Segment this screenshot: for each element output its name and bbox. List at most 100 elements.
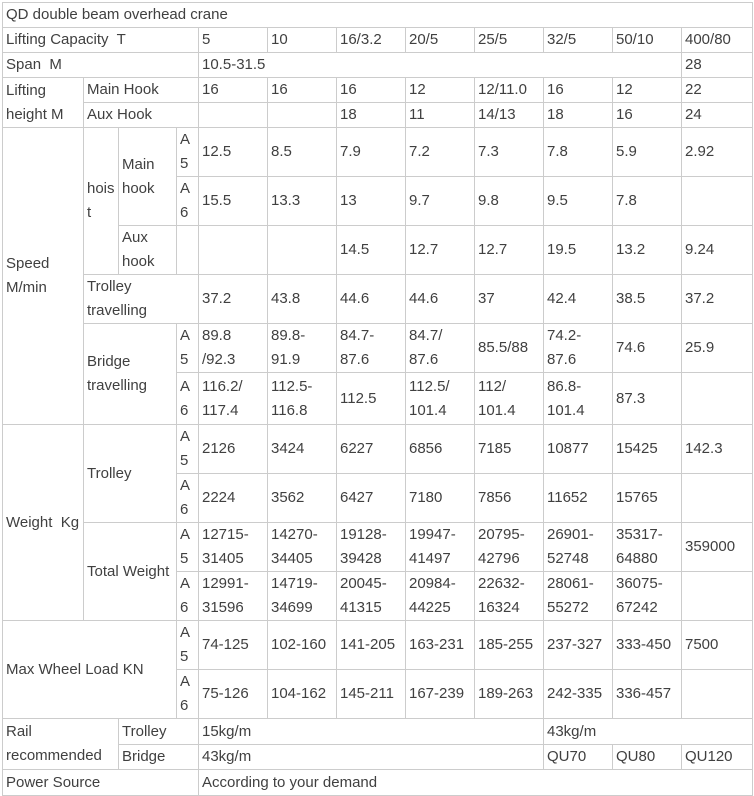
rail-qu70-cell: QU70	[543, 744, 613, 770]
speed-aux-hook-cell: 14.5	[336, 225, 406, 275]
weight-trolley-label: Trolley	[83, 424, 177, 523]
speed-aux-hook-cell	[267, 225, 337, 275]
grade-a5-label: A5	[176, 127, 199, 177]
aux-hook-cell: 24	[681, 102, 753, 128]
grade-a6-label: A6	[176, 372, 199, 425]
power-source-label: Power Source	[2, 769, 199, 796]
weight-trolley-a6-cell: 3562	[267, 473, 337, 523]
speed-main-hook-a5-cell: 7.2	[405, 127, 475, 177]
capacity-cell: 20/5	[405, 27, 475, 53]
bridge-travelling-a6-cell	[681, 372, 753, 425]
speed-main-hook-label: Main hook	[118, 127, 177, 226]
trolley-travelling-cell: 38.5	[612, 274, 682, 324]
weight-trolley-a5-cell: 142.3	[681, 424, 753, 474]
trolley-travelling-cell: 37.2	[681, 274, 753, 324]
bridge-travelling-a6-cell: 112/ 101.4	[474, 372, 544, 425]
speed-main-hook-a6-cell: 13	[336, 176, 406, 226]
grade-a6-label: A6	[176, 176, 199, 226]
main-hook-cell: 12/11.0	[474, 77, 544, 103]
speed-aux-hook-cell: 12.7	[405, 225, 475, 275]
main-hook-row-label: Main Hook	[83, 77, 199, 103]
bridge-travelling-a6-cell: 112.5	[336, 372, 406, 425]
max-wheel-load-label: Max Wheel Load KN	[2, 620, 177, 719]
lifting-height-row-label: Lifting height M	[2, 77, 84, 128]
max-wheel-a5-cell: 237-327	[543, 620, 613, 670]
hoist-label: hoist	[83, 127, 119, 275]
aux-hook-cell: 18	[336, 102, 406, 128]
bridge-travelling-label: Bridge travelling	[83, 323, 177, 425]
max-wheel-a5-cell: 7500	[681, 620, 753, 670]
total-weight-a6-cell: 36075- 67242	[612, 571, 682, 621]
max-wheel-a6-cell: 189-263	[474, 669, 544, 719]
total-weight-a5-cell: 26901- 52748	[543, 522, 613, 572]
total-weight-a5-cell: 19128- 39428	[336, 522, 406, 572]
grade-a5-label: A5	[176, 424, 199, 474]
power-source-value: According to your demand	[198, 769, 753, 796]
weight-trolley-a5-cell: 6856	[405, 424, 475, 474]
weight-trolley-a6-cell: 15765	[612, 473, 682, 523]
total-weight-a5-cell: 20795- 42796	[474, 522, 544, 572]
rail-bridge-left-cell: 43kg/m	[198, 744, 544, 770]
aux-hook-cell	[198, 102, 268, 128]
aux-hook-cell	[267, 102, 337, 128]
table-title: QD double beam overhead crane	[2, 2, 753, 28]
bridge-travelling-a6-cell: 112.5- 116.8	[267, 372, 337, 425]
main-hook-cell: 16	[198, 77, 268, 103]
max-wheel-a5-cell: 74-125	[198, 620, 268, 670]
speed-aux-hook-cell: 13.2	[612, 225, 682, 275]
bridge-travelling-a5-cell: 74.6	[612, 323, 682, 373]
speed-main-hook-a6-cell: 9.8	[474, 176, 544, 226]
grade-a6-label: A6	[176, 669, 199, 719]
weight-trolley-a6-cell: 6427	[336, 473, 406, 523]
speed-main-hook-a5-cell: 2.92	[681, 127, 753, 177]
weight-trolley-a6-cell: 7180	[405, 473, 475, 523]
trolley-travelling-label: Trolley travelling	[83, 274, 199, 324]
capacity-cell: 10	[267, 27, 337, 53]
grade-a5-label: A5	[176, 522, 199, 572]
total-weight-a6-cell: 20984- 44225	[405, 571, 475, 621]
main-hook-cell: 16	[336, 77, 406, 103]
rail-trolley-label: Trolley	[118, 718, 199, 745]
total-weight-a6-cell: 20045- 41315	[336, 571, 406, 621]
speed-aux-hook-cell: 19.5	[543, 225, 613, 275]
rail-bridge-label: Bridge	[118, 744, 199, 770]
bridge-travelling-a5-cell: 84.7/ 87.6	[405, 323, 475, 373]
weight-trolley-a6-cell	[681, 473, 753, 523]
bridge-travelling-a5-cell: 25.9	[681, 323, 753, 373]
max-wheel-a6-cell: 104-162	[267, 669, 337, 719]
weight-trolley-a5-cell: 7185	[474, 424, 544, 474]
total-weight-a5-cell: 14270- 34405	[267, 522, 337, 572]
total-weight-a5-cell: 35317- 64880	[612, 522, 682, 572]
span-row-label: Span M	[2, 52, 199, 78]
max-wheel-a5-cell: 102-160	[267, 620, 337, 670]
total-weight-a6-cell: 28061- 55272	[543, 571, 613, 621]
capacity-cell: 5	[198, 27, 268, 53]
max-wheel-a5-cell: 333-450	[612, 620, 682, 670]
speed-main-hook-a6-cell: 15.5	[198, 176, 268, 226]
weight-trolley-a5-cell: 3424	[267, 424, 337, 474]
speed-aux-hook-label: Aux hook	[118, 225, 177, 275]
total-weight-a6-cell: 12991- 31596	[198, 571, 268, 621]
bridge-travelling-a6-cell: 87.3	[612, 372, 682, 425]
max-wheel-a6-cell	[681, 669, 753, 719]
speed-main-hook-a5-cell: 7.8	[543, 127, 613, 177]
main-hook-cell: 22	[681, 77, 753, 103]
weight-trolley-a6-cell: 7856	[474, 473, 544, 523]
bridge-travelling-a6-cell: 86.8- 101.4	[543, 372, 613, 425]
total-weight-a6-cell	[681, 571, 753, 621]
bridge-travelling-a5-cell: 89.8-91.9	[267, 323, 337, 373]
grade-a5-label: A5	[176, 620, 199, 670]
weight-trolley-a5-cell: 2126	[198, 424, 268, 474]
grade-a6-label: A6	[176, 473, 199, 523]
rail-qu80-cell: QU80	[612, 744, 682, 770]
aux-hook-cell: 11	[405, 102, 475, 128]
max-wheel-a5-cell: 163-231	[405, 620, 475, 670]
total-weight-a6-cell: 14719- 34699	[267, 571, 337, 621]
rail-qu120-cell: QU120	[681, 744, 753, 770]
bridge-travelling-a6-cell: 112.5/ 101.4	[405, 372, 475, 425]
speed-main-hook-a5-cell: 7.3	[474, 127, 544, 177]
grade-a5-label: A5	[176, 323, 199, 373]
weight-trolley-a6-cell: 11652	[543, 473, 613, 523]
max-wheel-a6-cell: 242-335	[543, 669, 613, 719]
